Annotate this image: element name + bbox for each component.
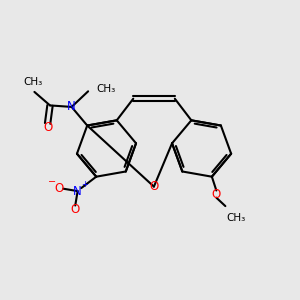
Text: CH₃: CH₃ — [23, 76, 43, 86]
Text: N: N — [67, 100, 76, 113]
Text: O: O — [43, 121, 52, 134]
Text: +: + — [81, 180, 88, 189]
Text: O: O — [149, 180, 158, 193]
Text: O: O — [54, 182, 64, 195]
Text: N: N — [73, 184, 82, 198]
Text: −: − — [48, 177, 56, 187]
Text: O: O — [70, 202, 80, 216]
Text: CH₃: CH₃ — [227, 213, 246, 223]
Text: CH₃: CH₃ — [97, 84, 116, 94]
Text: O: O — [212, 188, 221, 201]
